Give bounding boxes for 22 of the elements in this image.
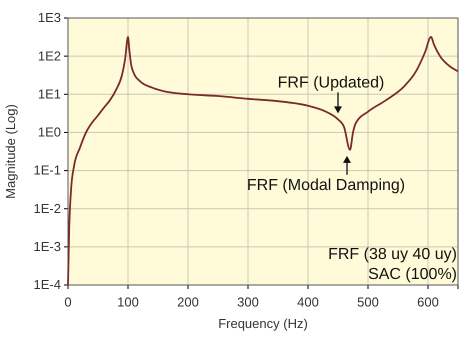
y-axis-title: Magnitude (Log) xyxy=(3,104,18,199)
y-tick-label: 1E3 xyxy=(38,10,61,26)
x-tick-label: 0 xyxy=(64,294,72,310)
annotation: FRF (Updated) xyxy=(278,74,384,92)
y-tick-label: 1E-1 xyxy=(34,162,61,178)
y-tick-label: 1E2 xyxy=(38,48,61,64)
line-series xyxy=(67,36,459,286)
y-tick-label: 1E1 xyxy=(38,86,61,102)
annotation: SAC (100%) xyxy=(368,266,457,283)
y-tick-label: 1E0 xyxy=(38,124,61,140)
y-tick-label: 1E-2 xyxy=(34,200,61,216)
x-tick-label: 400 xyxy=(297,294,319,310)
x-tick-label: 300 xyxy=(237,294,259,310)
y-tick-label: 1E-4 xyxy=(34,277,61,292)
annotation: FRF (38 uy 40 uy) xyxy=(328,246,457,263)
x-tick-label: 100 xyxy=(117,294,139,310)
y-tick-label: 1E-3 xyxy=(34,239,61,254)
x-axis-title: Frequency (Hz) xyxy=(218,316,308,331)
x-tick-label: 600 xyxy=(417,294,439,310)
x-tick-label: 200 xyxy=(177,294,199,310)
annotation: FRF (Modal Damping) xyxy=(246,176,406,194)
x-tick-label: 500 xyxy=(357,294,379,310)
